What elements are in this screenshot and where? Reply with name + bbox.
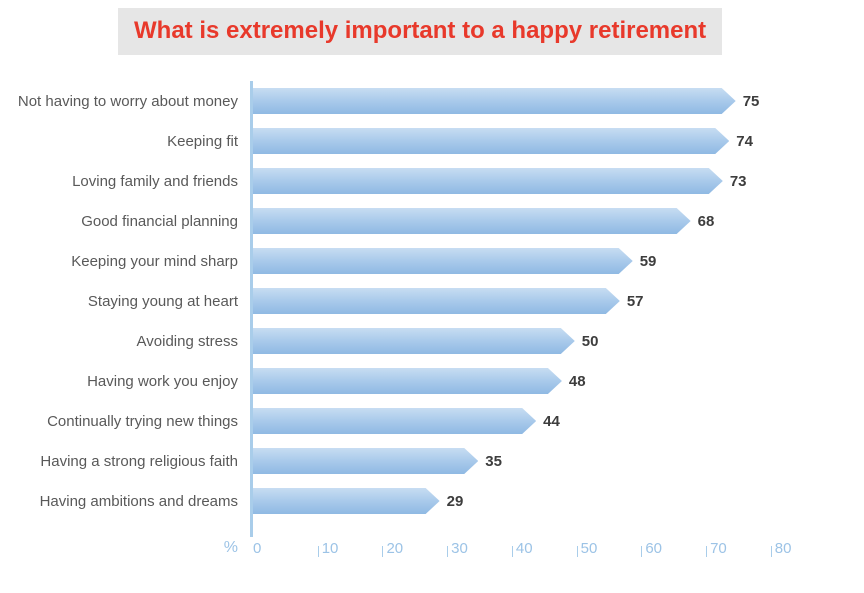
bar <box>253 288 620 314</box>
bar-area: 75 <box>250 81 780 121</box>
bar <box>253 128 729 154</box>
value-label: 48 <box>568 372 586 390</box>
value-label: 57 <box>626 292 644 310</box>
x-tick-label: 50 <box>576 539 597 557</box>
bar-row: Having ambitions and dreams 29 <box>0 481 864 521</box>
x-tick-label: 80 <box>770 539 791 557</box>
x-tick-label: 60 <box>641 539 662 557</box>
bar-row: Not having to worry about money 75 <box>0 81 864 121</box>
value-label: 44 <box>543 412 560 430</box>
value-label: 59 <box>639 252 657 270</box>
tick-mark <box>706 546 708 557</box>
x-axis-unit-label: % <box>223 539 238 556</box>
bar-row: Keeping your mind sharp 59 <box>0 241 864 281</box>
category-label: Continually trying new things <box>47 412 238 430</box>
bar-chart: Not having to worry about money 75 Keeping… <box>0 81 864 569</box>
bar-row: Having work you enjoy 48 <box>0 361 864 401</box>
x-tick-label: 30 <box>447 539 468 557</box>
tick-mark <box>511 546 513 557</box>
x-tick-label: 70 <box>706 539 727 557</box>
category-label: Not having to worry about money <box>17 92 238 110</box>
x-axis: % 0 10 20 30 40 50 60 70 80 <box>0 539 864 569</box>
bar <box>253 368 562 394</box>
bar-area: 74 <box>250 121 780 161</box>
bar-row: Good financial planning 68 <box>0 201 864 241</box>
category-label: Having a strong religious faith <box>40 452 238 470</box>
tick-mark <box>641 546 643 557</box>
bar <box>253 248 633 274</box>
bar-area: 59 <box>250 241 780 281</box>
value-label: 75 <box>742 92 760 110</box>
bar <box>253 328 575 354</box>
bar-area: 29 <box>250 481 780 521</box>
bar-area: 73 <box>250 161 780 201</box>
chart-title: What is extremely important to a happy r… <box>118 8 723 55</box>
value-label: 50 <box>581 332 599 350</box>
bar-area: 48 <box>250 361 780 401</box>
bar-row: Keeping fit 74 <box>0 121 864 161</box>
tick-mark <box>382 546 384 557</box>
bar-row: Staying young at heart 57 <box>0 281 864 321</box>
category-label: Having work you enjoy <box>87 372 238 390</box>
value-label: 29 <box>446 492 464 510</box>
bar-area: 50 <box>250 321 780 361</box>
tick-mark <box>447 546 449 557</box>
category-label: Avoiding stress <box>136 332 238 350</box>
category-label: Having ambitions and dreams <box>39 492 238 510</box>
bar <box>253 88 736 114</box>
value-label: 35 <box>485 452 502 470</box>
bar <box>253 168 723 194</box>
category-label: Keeping fit <box>167 132 238 150</box>
x-tick-label: 40 <box>511 539 533 557</box>
bar-row: Having a strong religious faith 35 <box>0 441 864 481</box>
category-label: Good financial planning <box>81 212 238 230</box>
bar <box>253 448 478 474</box>
x-axis-ticks: 0 10 20 30 40 50 60 70 80 <box>253 539 791 569</box>
bar <box>253 408 536 434</box>
bar <box>253 208 691 234</box>
value-label: 73 <box>729 172 747 190</box>
x-tick-label: 20 <box>382 539 403 557</box>
value-label: 74 <box>736 132 753 150</box>
bar <box>253 488 440 514</box>
bar-area: 35 <box>250 441 780 481</box>
tick-mark <box>317 546 319 557</box>
axis-line-extension <box>0 521 864 537</box>
category-label: Keeping your mind sharp <box>71 252 238 270</box>
bar-rows: Not having to worry about money 75 Keeping… <box>0 81 864 537</box>
tick-mark <box>770 546 772 557</box>
bar-area: 57 <box>250 281 780 321</box>
x-tick-label: 10 <box>317 539 338 557</box>
x-tick-label: 0 <box>253 540 262 557</box>
category-label: Staying young at heart <box>87 292 238 310</box>
bar-row: Avoiding stress 50 <box>0 321 864 361</box>
tick-mark <box>576 546 578 557</box>
bar-area: 44 <box>250 401 780 441</box>
bar-row: Loving family and friends 73 <box>0 161 864 201</box>
bar-row: Continually trying new things 44 <box>0 401 864 441</box>
category-label: Loving family and friends <box>72 172 238 190</box>
bar-area: 68 <box>250 201 780 241</box>
value-label: 68 <box>697 212 715 230</box>
